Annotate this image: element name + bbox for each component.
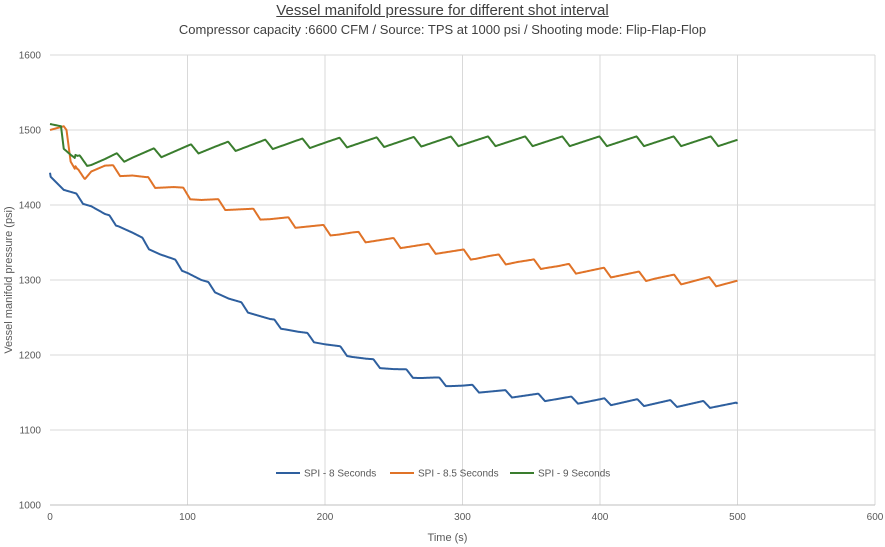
x-tick-label: 200 <box>317 512 334 523</box>
y-tick-label: 1200 <box>19 351 42 362</box>
x-tick-label: 300 <box>454 512 471 523</box>
series-line-1 <box>49 172 739 409</box>
y-axis-title: Vessel manifold pressure (psi) <box>3 206 15 353</box>
y-tick-label: 1300 <box>19 276 42 287</box>
series-line-2 <box>49 125 738 288</box>
series-line-3 <box>49 123 738 167</box>
x-tick-label: 400 <box>592 512 609 523</box>
legend-label: SPI - 8.5 Seconds <box>418 469 499 480</box>
chart-subtitle: Compressor capacity :6600 CFM / Source: … <box>178 22 707 37</box>
x-tick-label: 500 <box>729 512 746 523</box>
series-lines <box>49 123 739 409</box>
x-tick-label: 600 <box>867 512 884 523</box>
y-tick-label: 1400 <box>19 201 42 212</box>
x-tick-labels: 0 100 200 300 400 500 600 <box>47 512 884 523</box>
x-tick-label: 100 <box>179 512 196 523</box>
y-tick-label: 1500 <box>19 126 42 137</box>
chart-title: Vessel manifold pressure for different s… <box>276 2 609 19</box>
grid-lines <box>50 54 876 505</box>
legend-label: SPI - 8 Seconds <box>304 469 376 480</box>
y-tick-label: 1000 <box>19 501 42 512</box>
x-axis-title: Time (s) <box>428 532 468 544</box>
y-tick-label: 1600 <box>19 51 42 62</box>
legend: SPI - 8 Seconds SPI - 8.5 Seconds SPI - 9 … <box>276 469 610 480</box>
y-tick-labels: 1000 1100 1200 1300 1400 1500 1600 <box>19 51 42 512</box>
x-tick-label: 0 <box>47 512 53 523</box>
legend-label: SPI - 9 Seconds <box>538 469 610 480</box>
y-tick-label: 1100 <box>19 426 41 437</box>
